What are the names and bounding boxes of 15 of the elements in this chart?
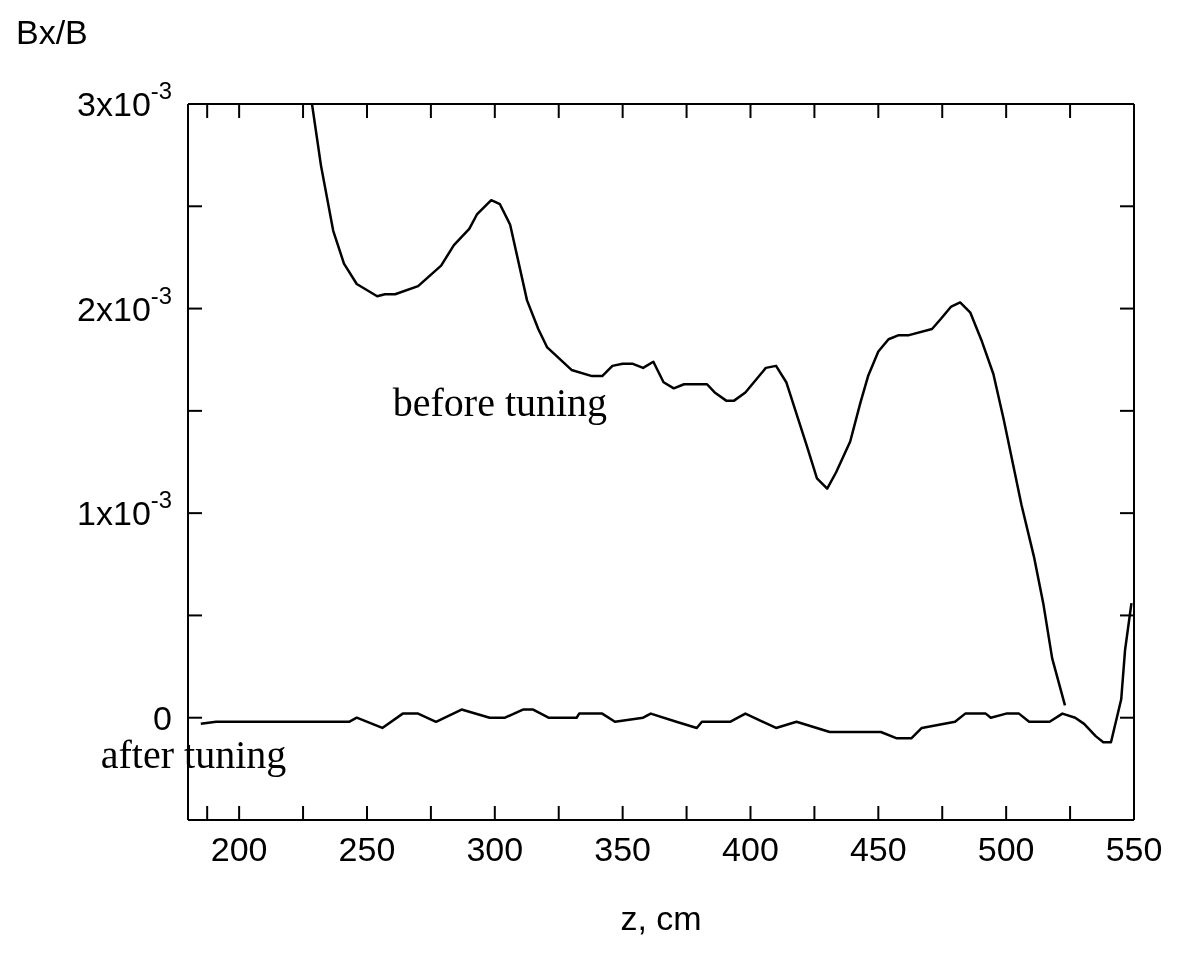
y-axis-title: Bx/B: [16, 13, 88, 51]
x-tick-label: 200: [210, 829, 268, 868]
series-label: before tuning: [392, 380, 608, 426]
y-tick-label: 2x10$^{-3}$: [77, 281, 172, 328]
y-tick-label: 1x10$^{-3}$: [77, 486, 172, 533]
x-tick-label: 350: [594, 829, 652, 868]
x-tick-label: 550: [1105, 829, 1163, 868]
x-axis-title: z, cm: [620, 899, 702, 937]
y-tick-label: 3x10$^{-3}$: [77, 77, 172, 123]
x-tick-label: 250: [338, 829, 396, 868]
x-tick-label: 400: [722, 829, 779, 868]
x-tick-label: 500: [977, 829, 1035, 868]
y-tick-label: 0: [153, 698, 172, 737]
x-tick-label: 300: [466, 829, 524, 868]
x-tick-label: 450: [849, 829, 907, 868]
